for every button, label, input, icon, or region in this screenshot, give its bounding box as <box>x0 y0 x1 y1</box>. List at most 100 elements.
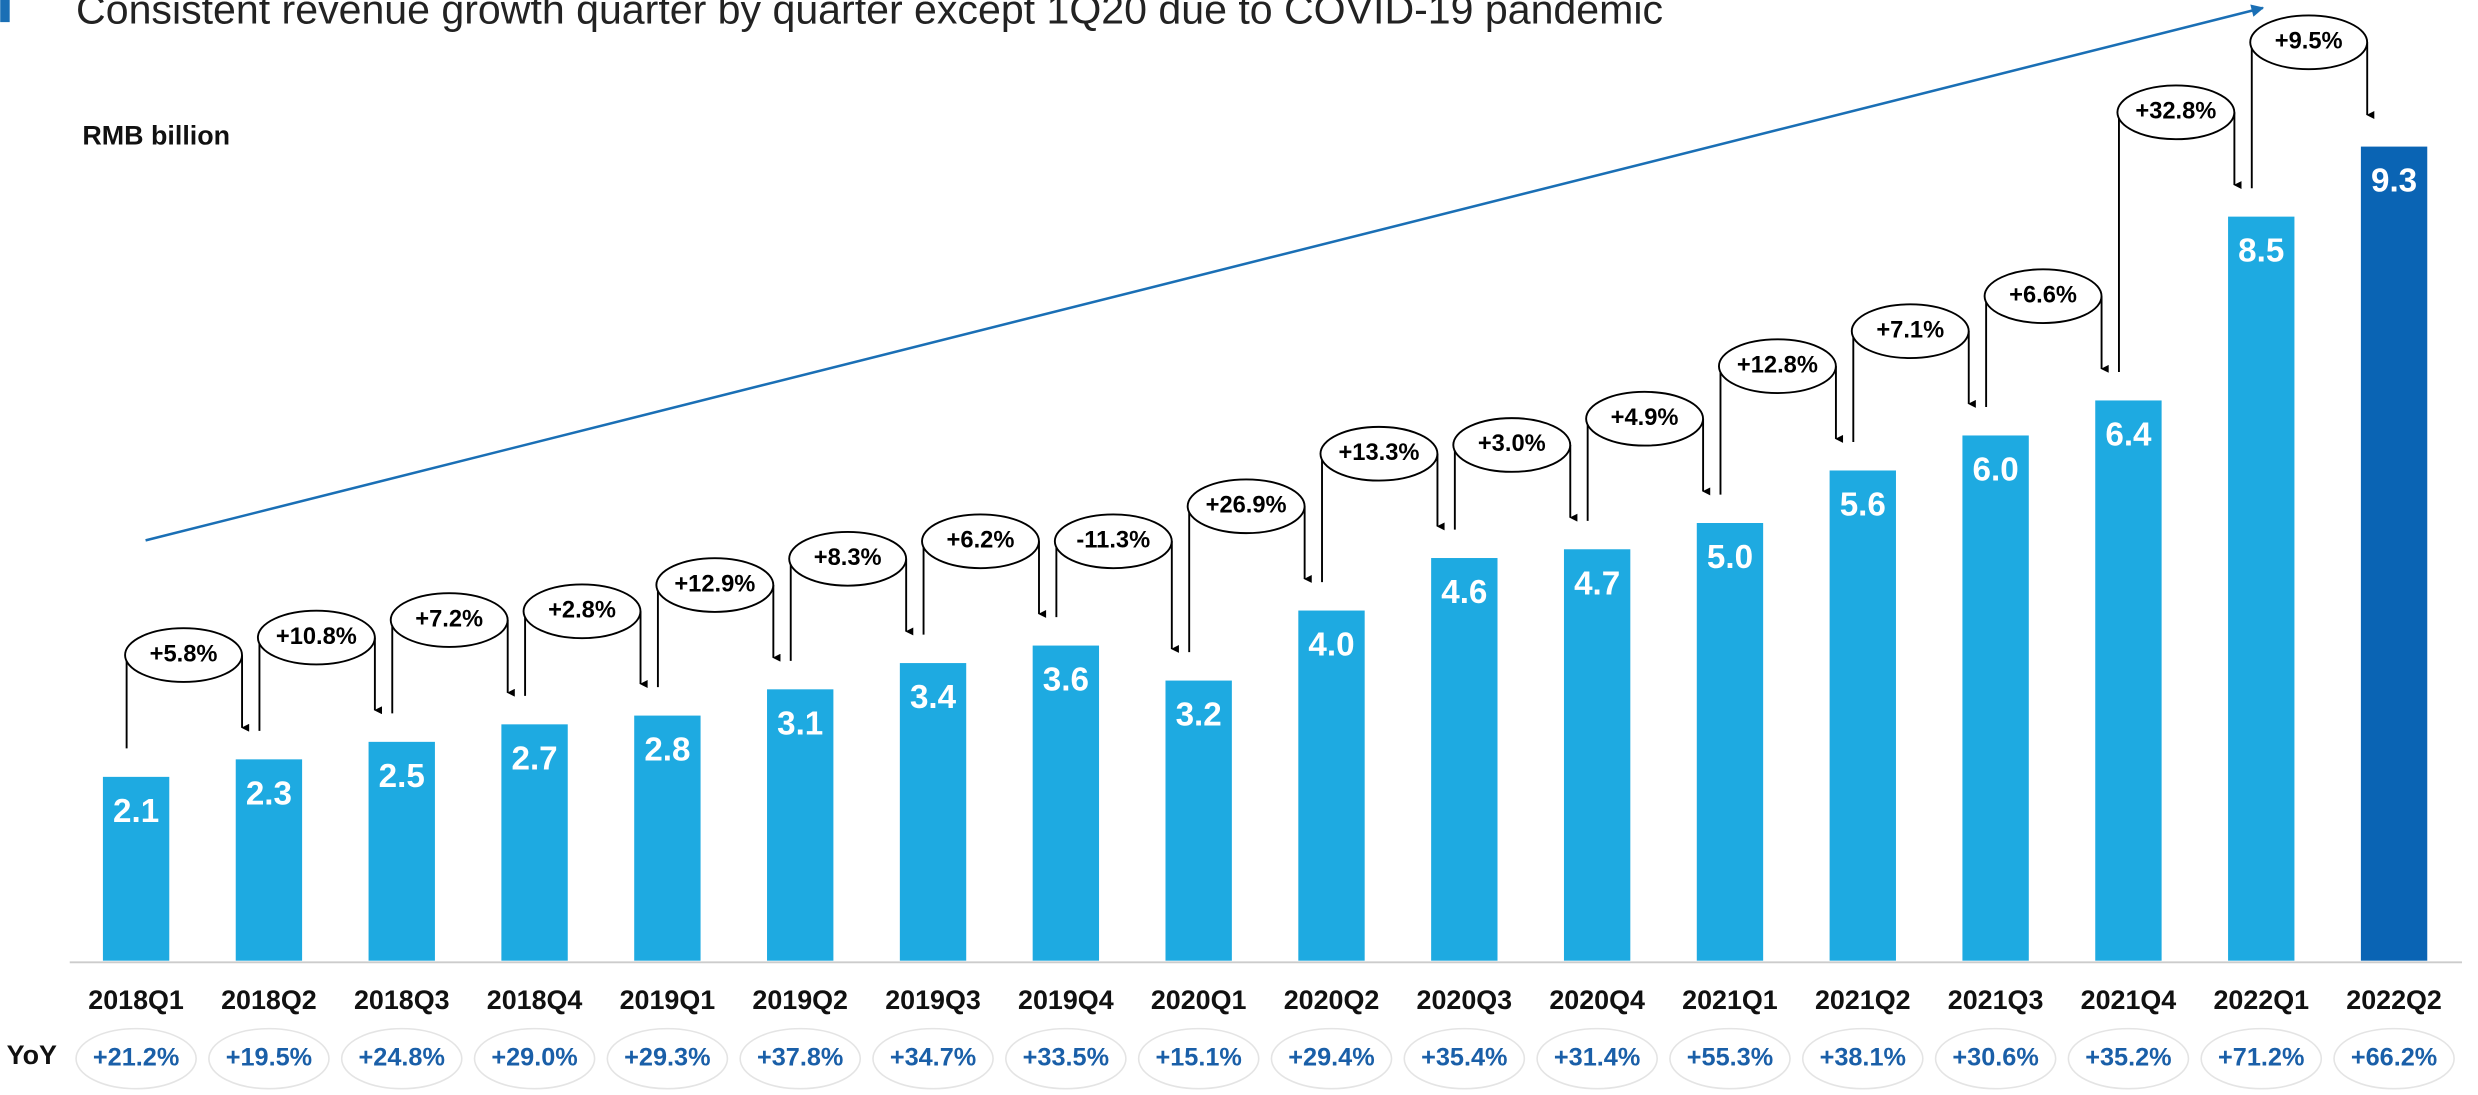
x-tick-label: 2018Q1 <box>88 985 184 1015</box>
x-tick-label: 2022Q2 <box>2346 985 2442 1015</box>
qoq-bubble <box>2116 84 2236 141</box>
yoy-label: +19.5% <box>226 1043 312 1071</box>
yoy-bubble <box>872 1027 994 1090</box>
yoy-bubble <box>1137 1027 1260 1090</box>
y-axis-label: RMB billion <box>82 121 230 151</box>
qoq-label: +9.5% <box>2275 29 2343 55</box>
qoq-bubble <box>2249 14 2369 71</box>
yoy-bubble <box>208 1027 330 1090</box>
yoy-bubble <box>1403 1027 1526 1090</box>
value-label: 4.7 <box>1574 565 1620 602</box>
value-label: 2.8 <box>644 732 690 769</box>
value-label: 3.6 <box>1043 662 1089 699</box>
qoq-label: +3.0% <box>1478 431 1546 457</box>
qoq-bubble <box>124 627 243 683</box>
bar <box>1032 645 1100 961</box>
yoy-bubble <box>75 1027 197 1090</box>
yoy-bubble <box>1934 1027 2057 1090</box>
x-tick-label: 2020Q3 <box>1417 985 1513 1015</box>
yoy-label: +29.3% <box>624 1043 710 1071</box>
bar <box>2228 216 2295 961</box>
qoq-label: +2.8% <box>548 598 616 624</box>
qoq-bubble <box>1850 303 1970 359</box>
bar <box>368 741 435 961</box>
value-label: 2.7 <box>512 740 558 777</box>
yoy-label: +71.2% <box>2218 1043 2304 1071</box>
x-tick-label: 2022Q1 <box>2213 985 2309 1015</box>
qoq-bubble <box>1585 390 1705 447</box>
yoy-bubble <box>2067 1027 2190 1090</box>
yoy-bubble <box>1270 1027 1393 1090</box>
qoq-label: +7.1% <box>1876 317 1944 343</box>
x-tick-label: 2019Q4 <box>1018 985 1114 1015</box>
bar <box>235 759 303 961</box>
value-label: 2.5 <box>379 758 425 795</box>
yoy-label: +35.2% <box>2085 1043 2171 1071</box>
yoy-label: +34.7% <box>890 1043 976 1071</box>
qoq-label: +26.9% <box>1206 493 1287 519</box>
yoy-label: +37.8% <box>757 1043 843 1071</box>
value-label: 8.5 <box>2238 233 2284 270</box>
qoq-bubble <box>1319 425 1439 482</box>
yoy-bubble <box>340 1027 463 1090</box>
x-tick-label: 2021Q4 <box>2081 985 2177 1015</box>
yoy-label: +24.8% <box>359 1043 445 1071</box>
value-label: 4.0 <box>1308 627 1354 664</box>
qoq-bubble <box>1983 268 2103 324</box>
x-tick-label: 2018Q2 <box>221 985 317 1015</box>
bar <box>1563 549 1631 961</box>
qoq-bubble <box>1053 513 1173 570</box>
yoy-bubble <box>606 1027 729 1090</box>
yoy-label: +29.0% <box>491 1043 577 1071</box>
bar <box>1962 435 2029 961</box>
qoq-label: +32.8% <box>2135 99 2216 125</box>
yoy-bubble <box>1669 1027 1791 1090</box>
qoq-label: -11.3% <box>1076 528 1150 554</box>
qoq-label: +4.9% <box>1611 405 1679 431</box>
qoq-bubble <box>522 583 642 640</box>
value-label: 5.6 <box>1840 487 1886 524</box>
bar <box>1431 558 1498 961</box>
yoy-label: +35.4% <box>1421 1043 1507 1071</box>
value-label: 3.2 <box>1176 697 1222 734</box>
bar <box>767 689 834 961</box>
yoy-bubble <box>739 1027 862 1090</box>
x-tick-label: 2020Q4 <box>1549 985 1645 1015</box>
yoy-label: +33.5% <box>1023 1043 1109 1071</box>
bar <box>899 663 967 961</box>
bar <box>1165 680 1232 961</box>
qoq-bubble <box>1718 338 1837 395</box>
trend-arrow <box>145 4 2265 542</box>
x-tick-label: 2018Q3 <box>354 985 450 1015</box>
qoq-label: +6.2% <box>947 528 1015 554</box>
bar <box>1298 610 1365 961</box>
qoq-label: +7.2% <box>415 606 483 632</box>
value-label: 2.3 <box>246 775 292 812</box>
x-tick-label: 2019Q2 <box>752 985 848 1015</box>
qoq-bubble <box>921 513 1040 570</box>
yoy-label: +38.1% <box>1820 1043 1906 1071</box>
x-tick-label: 2021Q2 <box>1815 985 1911 1015</box>
bar <box>2095 400 2162 961</box>
value-label: 9.3 <box>2371 163 2417 200</box>
qoq-bubble <box>1186 478 1306 535</box>
yoy-label: +29.4% <box>1288 1043 1374 1071</box>
value-label: 6.0 <box>1973 452 2019 489</box>
value-label: 3.4 <box>910 679 957 716</box>
value-label: 2.1 <box>113 793 159 830</box>
qoq-bubble <box>256 609 376 666</box>
x-tick-label: 2020Q2 <box>1284 985 1380 1015</box>
bar <box>1829 470 1896 961</box>
yoy-bubble <box>2333 1027 2455 1090</box>
x-tick-label: 2019Q1 <box>620 985 716 1015</box>
yoy-label: +66.2% <box>2351 1043 2437 1071</box>
yoy-bubble <box>1536 1027 1658 1090</box>
bar <box>102 776 170 961</box>
x-tick-label: 2021Q3 <box>1948 985 2044 1015</box>
qoq-label: +12.8% <box>1737 352 1818 378</box>
qoq-bubble <box>1452 417 1572 473</box>
bar <box>501 724 568 961</box>
x-tick-label: 2018Q4 <box>487 985 583 1015</box>
